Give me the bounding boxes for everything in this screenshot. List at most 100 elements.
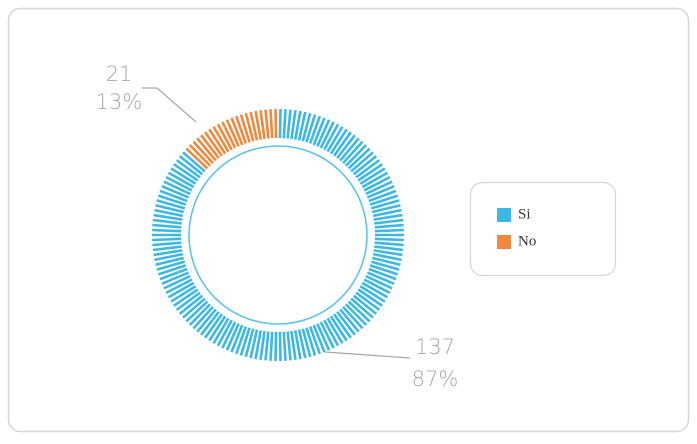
tick	[269, 109, 274, 139]
tick	[374, 228, 404, 233]
value-label: 137	[415, 335, 455, 359]
tick	[254, 110, 263, 140]
tick	[361, 171, 389, 189]
tick	[312, 117, 326, 146]
tick	[373, 213, 403, 221]
tick	[374, 245, 404, 252]
tick	[329, 128, 348, 155]
tick	[305, 114, 317, 143]
tick	[339, 308, 360, 333]
tick	[319, 321, 335, 349]
tick	[293, 330, 302, 360]
percent-label: 87%	[412, 367, 459, 391]
tick	[374, 218, 404, 225]
tick	[154, 252, 184, 262]
tick	[359, 285, 386, 303]
donut-segment	[185, 108, 278, 170]
tick	[239, 327, 251, 356]
tick	[254, 330, 263, 360]
tick	[350, 297, 374, 319]
tick	[175, 159, 201, 179]
percent-label: 13%	[96, 90, 143, 114]
tick	[170, 285, 197, 303]
tick	[234, 326, 248, 355]
tick	[182, 297, 206, 319]
tick	[336, 134, 356, 159]
tick	[374, 237, 404, 242]
tick	[157, 194, 187, 206]
tick	[369, 194, 399, 206]
tick	[370, 260, 400, 271]
tick	[188, 303, 212, 326]
tick	[274, 331, 278, 362]
tick	[157, 264, 187, 276]
card	[7, 7, 690, 433]
tick	[155, 203, 185, 214]
tick	[366, 271, 395, 285]
tick	[152, 228, 182, 233]
tick	[163, 180, 191, 196]
tick	[216, 319, 233, 347]
tick	[173, 163, 199, 182]
tick	[373, 249, 403, 257]
tick	[161, 185, 190, 199]
tick	[239, 114, 251, 143]
tick	[308, 326, 322, 355]
leader-line	[324, 351, 411, 359]
tick	[259, 110, 266, 140]
tick	[355, 159, 381, 179]
tick	[363, 175, 391, 192]
tick	[152, 245, 182, 252]
legend-swatch	[497, 235, 511, 249]
tick	[301, 112, 312, 142]
tick	[225, 323, 240, 351]
tick	[278, 331, 282, 362]
tick	[286, 331, 292, 361]
tick	[333, 131, 352, 157]
tick	[249, 329, 259, 359]
tick	[204, 313, 223, 339]
tick	[182, 151, 206, 173]
tick	[323, 123, 340, 151]
tick	[371, 203, 401, 214]
legend-label: Si	[518, 206, 531, 222]
tick	[366, 185, 395, 199]
tick	[372, 208, 402, 218]
tick	[153, 213, 183, 221]
tick	[216, 123, 233, 151]
tick	[156, 260, 186, 271]
tick	[204, 131, 223, 157]
tick	[297, 329, 307, 359]
tick	[308, 115, 322, 144]
tick	[357, 288, 383, 307]
tick	[342, 306, 364, 330]
tick	[333, 313, 352, 339]
inner-ring	[188, 145, 368, 325]
tick	[208, 128, 227, 155]
tick	[178, 155, 204, 176]
tick	[365, 274, 393, 290]
donut-segment	[152, 108, 404, 362]
tick	[167, 171, 195, 189]
tick	[170, 167, 197, 185]
tick	[286, 109, 292, 139]
tick	[305, 327, 317, 356]
tick	[316, 323, 331, 351]
tick	[200, 134, 220, 159]
tick	[244, 112, 255, 142]
tick	[165, 175, 193, 192]
tick	[264, 331, 270, 361]
tick	[371, 256, 401, 267]
tick	[221, 121, 237, 149]
tick	[192, 140, 214, 164]
tick	[249, 111, 259, 141]
leader-line	[142, 87, 197, 123]
tick	[293, 110, 302, 140]
tick	[212, 317, 230, 344]
tick	[359, 167, 386, 185]
tick	[175, 291, 201, 311]
tick	[323, 319, 340, 347]
tick	[264, 109, 270, 139]
